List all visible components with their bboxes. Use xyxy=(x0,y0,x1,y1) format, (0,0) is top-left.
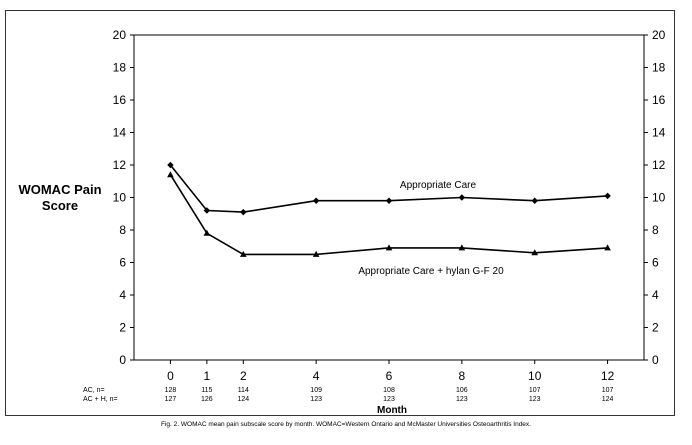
y-tick-label-left: 20 xyxy=(113,28,127,42)
y-tick-label-right: 10 xyxy=(652,191,666,205)
series-1-marker xyxy=(167,161,174,169)
y-tick-label-right: 20 xyxy=(652,28,666,42)
n-table-cell: 107 xyxy=(529,387,541,394)
n-table-cell: 106 xyxy=(456,387,468,394)
series-2-marker xyxy=(312,250,320,257)
y-tick-label-right: 12 xyxy=(652,158,666,172)
y-tick-label-left: 12 xyxy=(113,158,127,172)
n-table-cell: 108 xyxy=(383,387,395,394)
y-tick-label-left: 0 xyxy=(119,353,126,367)
x-tick-label: 12 xyxy=(601,369,615,383)
y-tick-label-left: 6 xyxy=(119,256,126,270)
n-table-cell: 127 xyxy=(165,396,177,403)
y-tick-label-right: 0 xyxy=(652,353,659,367)
n-table-cell: 114 xyxy=(238,387,249,394)
series-1-marker xyxy=(240,208,247,216)
x-tick-label: 4 xyxy=(313,369,320,383)
n-table-cell: 115 xyxy=(201,387,212,394)
figure-frame xyxy=(5,10,675,416)
n-table-cell: 123 xyxy=(310,396,322,403)
y-tick-label-right: 8 xyxy=(652,223,659,237)
n-table-cell: 124 xyxy=(237,396,249,403)
x-tick-label: 2 xyxy=(240,369,247,383)
series-1-marker xyxy=(531,197,538,204)
y-axis-label-line-1: WOMAC Pain xyxy=(18,182,101,197)
series-label-appropriate-care: Appropriate Care xyxy=(400,180,477,191)
series-2-marker xyxy=(604,244,611,251)
y-tick-label-left: 10 xyxy=(113,191,127,205)
y-tick-label-right: 4 xyxy=(652,288,659,302)
n-table-cell: 124 xyxy=(602,396,614,403)
n-table-row-label: AC + H, n= xyxy=(83,396,118,403)
n-table-cell: 128 xyxy=(165,387,177,394)
y-tick-label-right: 16 xyxy=(652,93,666,107)
series-1-marker xyxy=(312,197,320,204)
n-table-cell: 123 xyxy=(456,396,468,403)
n-table-cell: 109 xyxy=(310,387,322,394)
y-tick-label-right: 6 xyxy=(652,256,659,270)
y-tick-label-right: 18 xyxy=(652,61,666,75)
y-tick-label-left: 14 xyxy=(113,126,127,140)
y-axis-label-line-2: Score xyxy=(42,198,78,213)
n-table-row-label: AC, n= xyxy=(83,387,105,394)
n-table-cell: 107 xyxy=(602,387,614,394)
y-tick-label-left: 18 xyxy=(113,61,127,75)
series-2-marker xyxy=(385,244,393,251)
n-table-cell: 123 xyxy=(529,396,541,403)
series-1-marker xyxy=(385,197,393,204)
series-1-marker xyxy=(203,207,211,214)
x-tick-label: 8 xyxy=(459,369,466,383)
series-1-marker xyxy=(604,192,611,200)
y-tick-label-right: 2 xyxy=(652,321,659,335)
x-tick-label: 0 xyxy=(167,369,174,383)
y-tick-label-left: 16 xyxy=(113,93,127,107)
plot-area-border xyxy=(133,34,645,361)
y-tick-label-right: 14 xyxy=(652,126,666,140)
series-2-marker xyxy=(458,244,466,251)
series-label-appropriate-care-hylan: Appropriate Care + hylan G-F 20 xyxy=(358,266,504,277)
series-1-marker xyxy=(458,194,466,201)
series-2-marker xyxy=(203,229,211,236)
y-tick-label-left: 2 xyxy=(119,321,126,335)
n-table-cell: 126 xyxy=(201,396,213,403)
x-tick-label: 10 xyxy=(528,369,542,383)
x-axis-label: Month xyxy=(377,405,407,416)
series-2-marker xyxy=(167,171,174,178)
x-tick-label: 1 xyxy=(204,369,211,383)
n-table-cell: 123 xyxy=(383,396,395,403)
figure-caption: Fig. 2. WOMAC mean pain subscale score b… xyxy=(161,421,531,428)
y-tick-label-left: 8 xyxy=(119,223,126,237)
series-line-1 xyxy=(169,164,608,213)
series-2-marker xyxy=(531,249,539,256)
series-line-2 xyxy=(169,174,608,256)
x-tick-label: 6 xyxy=(386,369,393,383)
series-2-marker xyxy=(239,250,247,257)
y-tick-label-left: 4 xyxy=(119,288,126,302)
